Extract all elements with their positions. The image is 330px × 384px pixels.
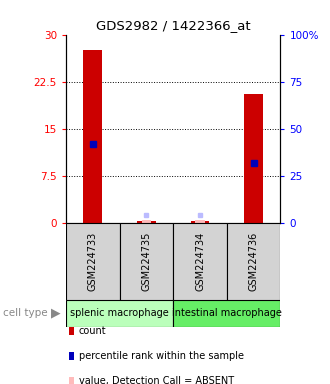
Text: GSM224735: GSM224735	[142, 232, 151, 291]
Text: intestinal macrophage: intestinal macrophage	[172, 308, 282, 318]
Text: count: count	[79, 326, 107, 336]
Title: GDS2982 / 1422366_at: GDS2982 / 1422366_at	[96, 19, 250, 32]
Text: ▶: ▶	[51, 307, 61, 320]
Bar	[191, 221, 210, 223]
Bar	[66, 223, 119, 300]
Bar	[173, 223, 227, 300]
Text: GSM224736: GSM224736	[249, 232, 259, 291]
Text: splenic macrophage: splenic macrophage	[70, 308, 169, 318]
Bar	[66, 300, 173, 327]
Bar	[227, 223, 280, 300]
Bar	[173, 300, 280, 327]
Text: value, Detection Call = ABSENT: value, Detection Call = ABSENT	[79, 376, 234, 384]
Text: cell type: cell type	[3, 308, 48, 318]
Bar	[137, 221, 156, 223]
Bar	[195, 220, 205, 223]
Text: percentile rank within the sample: percentile rank within the sample	[79, 351, 244, 361]
Bar	[83, 50, 102, 223]
Bar	[142, 220, 151, 223]
Bar	[244, 94, 263, 223]
Text: GSM224734: GSM224734	[195, 232, 205, 291]
Text: GSM224733: GSM224733	[88, 232, 98, 291]
Bar	[119, 223, 173, 300]
